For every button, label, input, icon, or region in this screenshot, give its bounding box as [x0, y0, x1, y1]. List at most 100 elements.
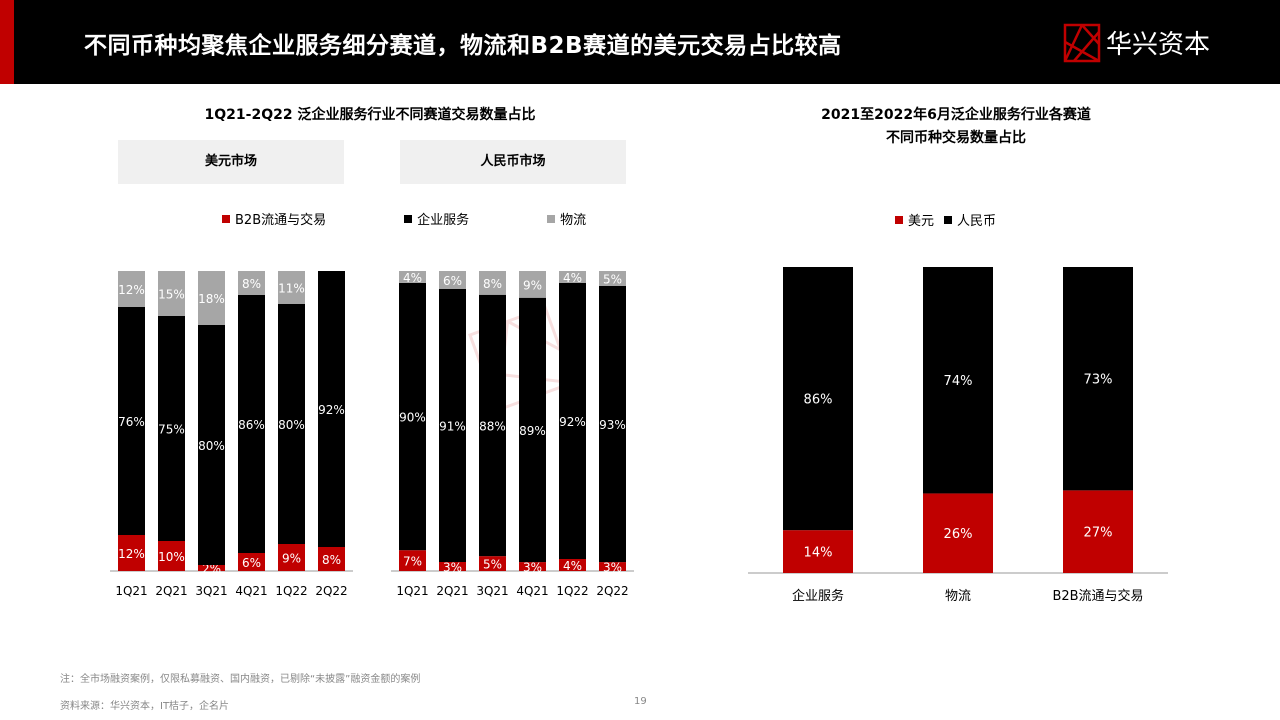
- bar-segment: [238, 295, 265, 553]
- bar-segment: [278, 304, 305, 544]
- brand-logo: 华兴资本: [1062, 22, 1242, 66]
- bar-segment: [278, 544, 305, 571]
- data-label: 80%: [198, 439, 225, 453]
- logo-text: 华兴资本: [1106, 30, 1211, 60]
- x-tick-label: 企业服务: [792, 588, 844, 604]
- x-tick-label: 1Q21: [115, 584, 147, 598]
- legend-swatch-black: [404, 214, 413, 223]
- bar-segment: [599, 271, 626, 286]
- data-label: 10%: [158, 550, 185, 564]
- x-tick-label: B2B流通与交易: [1052, 588, 1143, 604]
- bar-segment: [479, 556, 506, 571]
- bar-segment: [439, 289, 466, 562]
- x-tick-label: 1Q21: [396, 584, 428, 598]
- logo-mark-icon: [1063, 23, 1101, 63]
- bar-segment: [399, 550, 426, 571]
- data-label: 9%: [523, 278, 542, 292]
- data-label: 3%: [443, 561, 462, 575]
- legend-label-usd: 美元: [908, 214, 935, 229]
- bar-segment: [278, 271, 305, 304]
- usd-market-label: 美元市场: [118, 140, 344, 184]
- bar-segment: [923, 267, 993, 494]
- legend-label-rmb: 人民币: [957, 214, 997, 229]
- data-label: 4%: [563, 271, 582, 285]
- bar-segment: [318, 271, 345, 547]
- data-label: 86%: [238, 418, 265, 432]
- x-tick-label: 2Q22: [596, 584, 628, 598]
- bar-segment: [1063, 267, 1133, 491]
- bar-segment: [399, 271, 426, 283]
- x-tick-label: 4Q21: [235, 584, 267, 598]
- data-label: 18%: [198, 292, 225, 306]
- page-number: 19: [634, 696, 647, 707]
- bar-segment: [599, 562, 626, 571]
- data-label: 91%: [439, 420, 466, 434]
- right-chart-title-line2: 不同币种交易数量占比: [886, 130, 1026, 146]
- bar-segment: [318, 547, 345, 571]
- footnote: 注：全市场融资案例，仅限私募融资、国内融资，已剔除“未披露”融资金额的案例: [60, 674, 421, 685]
- legend-label-b2b: B2B流通与交易: [235, 213, 327, 228]
- x-tick-label: 3Q21: [476, 584, 508, 598]
- data-label: 3%: [603, 561, 622, 575]
- header-bar: 不同币种均聚焦企业服务细分赛道，物流和B2B赛道的美元交易占比较高 华兴资本: [0, 0, 1280, 84]
- data-label: 6%: [443, 274, 462, 288]
- data-label: 5%: [483, 558, 502, 572]
- data-label: 12%: [118, 547, 145, 561]
- data-label: 14%: [804, 546, 833, 561]
- left-chart-title: 1Q21-2Q22 泛企业服务行业不同赛道交易数量占比: [204, 107, 536, 123]
- bar-segment: [439, 271, 466, 289]
- bar-segment: [158, 271, 185, 316]
- header-accent: [0, 0, 14, 84]
- bar-segment: [783, 530, 853, 573]
- legend-swatch-gray: [547, 214, 556, 223]
- bar-segment: [559, 283, 586, 559]
- rmb-market-label: 人民币市场: [400, 140, 626, 184]
- bar-segment: [439, 562, 466, 571]
- legend-item-rmb: 人民币: [944, 210, 996, 229]
- x-tick-label: 2Q21: [155, 584, 187, 598]
- bar-segment: [559, 271, 586, 283]
- bar-segment: [519, 271, 546, 298]
- data-label: 3%: [523, 561, 542, 575]
- bar-segment: [158, 316, 185, 541]
- data-label: 27%: [1084, 526, 1113, 541]
- data-label: 26%: [944, 527, 973, 542]
- x-tick-label: 2Q21: [436, 584, 468, 598]
- bar-segment: [599, 285, 626, 563]
- right-legend: 美元 人民币: [895, 210, 996, 229]
- data-label: 93%: [599, 418, 626, 432]
- bar-segment: [238, 553, 265, 571]
- left-plot: 12% 76% 12% 1Q21 10% 75% 15% 2Q21 2% 80% 18% 3Q21 6%…: [110, 271, 634, 598]
- data-label: 5%: [603, 272, 622, 286]
- bar-segment: [158, 541, 185, 571]
- bar-segment: [118, 271, 145, 307]
- bar-segment: [198, 325, 225, 565]
- bar-segment: [519, 297, 546, 563]
- legend-item-usd: 美元: [895, 210, 934, 229]
- bar-segment: [118, 307, 145, 535]
- data-label: 11%: [278, 282, 305, 296]
- source-note: 资料来源：华兴资本，IT桔子，企名片: [60, 701, 230, 712]
- data-label: 12%: [118, 283, 145, 297]
- bar-segment: [479, 271, 506, 295]
- data-label: 80%: [278, 418, 305, 432]
- data-label: 6%: [242, 556, 261, 570]
- bar-segment: [923, 493, 993, 573]
- legend-item-logistics: 物流: [547, 209, 586, 228]
- bar-segment: [519, 562, 546, 571]
- data-label: 88%: [479, 419, 506, 433]
- data-label: 74%: [944, 374, 973, 389]
- right-chart-title-line1: 2021至2022年6月泛企业服务行业各赛道: [821, 107, 1091, 123]
- data-label: 73%: [1084, 373, 1113, 388]
- legend-swatch-black: [944, 215, 953, 224]
- x-tick-label: 1Q22: [275, 584, 307, 598]
- legend-swatch-red: [895, 215, 903, 224]
- data-label: 89%: [519, 424, 546, 438]
- data-label: 92%: [318, 403, 345, 417]
- bar-segment: [1063, 490, 1133, 573]
- data-label: 86%: [804, 393, 833, 408]
- data-label: 76%: [118, 415, 145, 429]
- legend-swatch-red: [222, 214, 230, 223]
- bar-segment: [198, 565, 225, 571]
